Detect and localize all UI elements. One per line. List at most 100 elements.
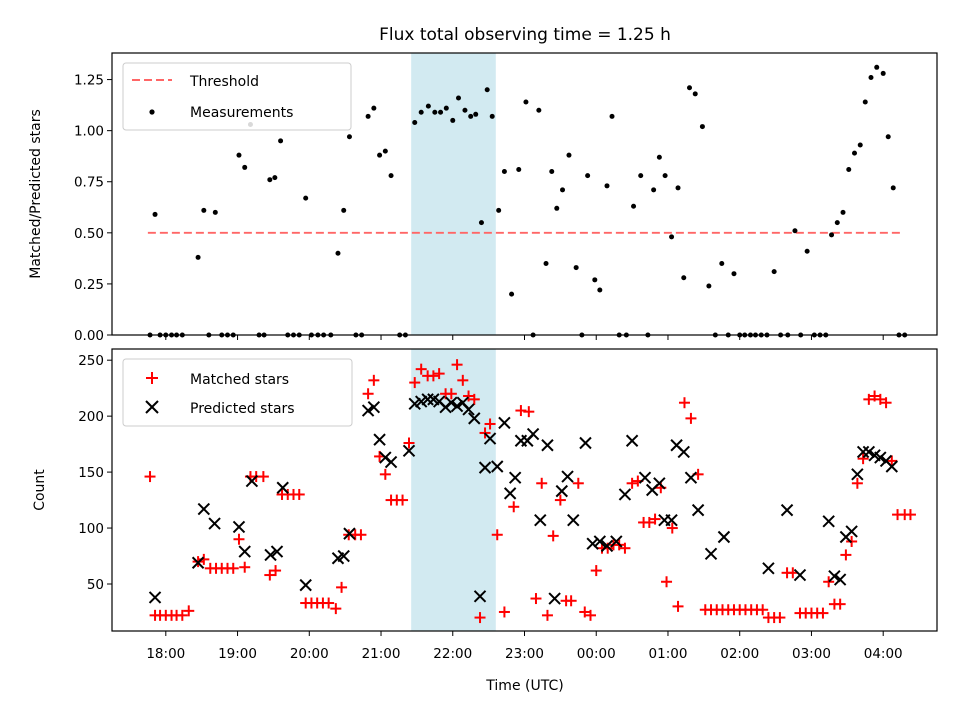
matched-star-point <box>530 593 542 605</box>
bottom-xtick-label: 20:00 <box>290 646 329 662</box>
bottom-xtick-label: 18:00 <box>146 646 185 662</box>
bottom-xtick-label: 02:00 <box>720 646 759 662</box>
measurement-point <box>425 103 431 109</box>
predicted-star-point <box>276 481 289 494</box>
top-x-ticks <box>165 335 884 340</box>
matched-star-point <box>355 529 367 541</box>
measurement-point <box>267 177 273 183</box>
predicted-star-point <box>579 436 592 450</box>
measurement-point <box>890 185 896 191</box>
predicted-star-point <box>402 444 416 458</box>
top-ytick-label: 0.50 <box>74 226 104 242</box>
highlight-span-rect <box>411 53 496 335</box>
predicted-star-point <box>526 427 540 441</box>
legend-measurements: Measurements <box>190 105 293 121</box>
bottom-ytick-label: 150 <box>78 465 104 481</box>
highlight-span-rect <box>411 349 496 631</box>
measurement-point <box>885 134 891 140</box>
predicted-star-point <box>856 445 870 459</box>
matched-star-point <box>508 501 520 513</box>
predicted-star-point <box>862 445 876 459</box>
measurement-point <box>597 287 603 293</box>
measurement-point <box>609 113 615 119</box>
predicted-star-point <box>264 548 277 562</box>
matched-star-point <box>585 609 596 621</box>
matched-star-point <box>757 604 769 616</box>
measurement-point <box>462 107 468 113</box>
predicted-legend-swatch <box>145 400 159 414</box>
matched-star-point <box>643 516 655 528</box>
measurement-point <box>341 207 347 213</box>
predicted-star-point <box>270 545 284 558</box>
measurement-point <box>516 166 522 172</box>
bottom-ytick-label: 50 <box>87 577 104 593</box>
predicted-star-point <box>618 488 632 501</box>
predicted-star-point <box>762 562 775 575</box>
predicted-star-point <box>238 545 251 558</box>
measurement-point <box>846 166 852 172</box>
measurement-point <box>523 99 529 105</box>
predicted-star-point <box>462 403 475 416</box>
matched-star-point <box>270 565 282 577</box>
bottom-ytick-label: 200 <box>78 409 104 425</box>
matched-star-point <box>869 390 881 402</box>
top-ytick-label: 0.25 <box>74 277 104 293</box>
predicted-star-point <box>653 477 666 490</box>
top-ytick-label: 0.75 <box>74 175 104 191</box>
measurement-point <box>388 173 394 179</box>
bottom-xtick-label: 22:00 <box>433 646 472 662</box>
predicted-star-point <box>148 591 162 604</box>
predicted-star-point <box>567 514 580 527</box>
predicted-star-point <box>780 503 794 517</box>
matched-star-point <box>336 581 348 593</box>
bottom-xlabel: Time (UTC) <box>485 678 563 694</box>
measurement-point <box>543 260 549 266</box>
measurement-point <box>412 119 418 125</box>
measurement-point <box>335 250 341 256</box>
measurement-point <box>706 283 712 289</box>
matched-stars-series <box>144 359 916 624</box>
matched-star-point <box>515 405 527 417</box>
predicted-star-point <box>337 549 350 563</box>
legend-matched: Matched stars <box>190 372 289 388</box>
predicted-star-point <box>586 537 599 550</box>
predicted-star-point <box>638 471 652 484</box>
measurement-point <box>382 148 388 154</box>
predicted-stars-series <box>148 393 899 605</box>
measurement-point <box>834 220 840 226</box>
predicted-star-point <box>885 460 899 473</box>
matched-star-point <box>685 412 697 424</box>
measurement-point <box>456 95 461 101</box>
matched-star-point <box>491 529 503 541</box>
measurement-point <box>651 187 657 193</box>
matched-star-point <box>619 542 631 554</box>
predicted-star-point <box>548 592 561 605</box>
measurement-point <box>484 87 490 93</box>
matched-star-point <box>565 595 577 607</box>
measurement-point <box>560 187 566 193</box>
matched-star-point <box>672 600 684 612</box>
predicted-star-point <box>373 433 386 446</box>
matched-star-point <box>536 477 548 489</box>
measurement-point <box>418 109 424 115</box>
matched-star-point <box>463 390 475 402</box>
bottom-ytick-label: 100 <box>78 521 104 537</box>
measurement-point <box>242 164 248 170</box>
measurements-legend-swatch <box>149 109 155 115</box>
predicted-star-point <box>361 404 375 417</box>
predicted-star-point <box>445 396 458 409</box>
measurement-point <box>719 260 725 266</box>
bottom-xtick-label: 04:00 <box>864 646 903 662</box>
measurement-point <box>771 269 777 275</box>
top-ytick-label: 1.25 <box>74 73 104 89</box>
matched-star-point <box>362 388 374 400</box>
measurement-point <box>496 207 502 213</box>
measurement-point <box>432 109 438 115</box>
predicted-star-point <box>343 527 356 540</box>
measurement-point <box>631 203 637 209</box>
matched-star-point <box>666 522 678 534</box>
bottom-y-ticks: 50 100 150 200 250 <box>78 353 112 593</box>
matched-star-point <box>409 377 421 389</box>
measurement-point <box>829 232 835 238</box>
